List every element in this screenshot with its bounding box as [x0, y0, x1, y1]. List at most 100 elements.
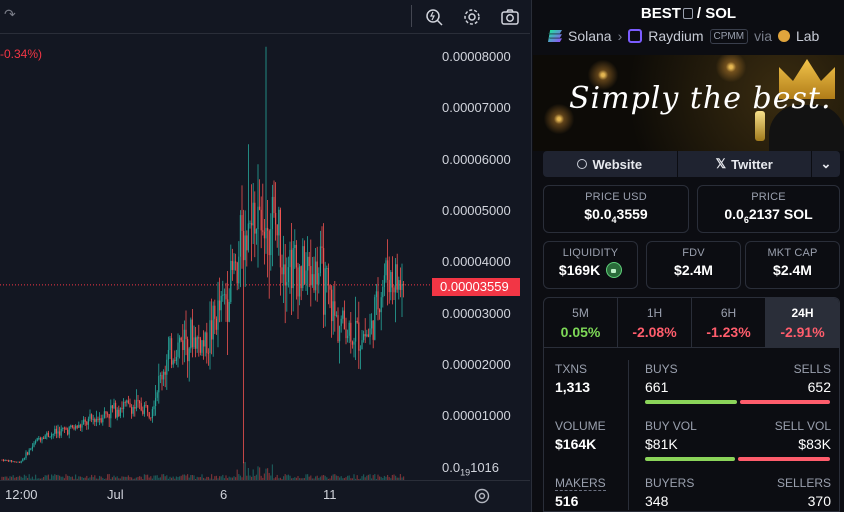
- candle-body: [379, 309, 381, 313]
- volume-bar: [401, 477, 403, 480]
- website-button[interactable]: Website: [543, 151, 678, 177]
- quote-token-symbol: SOL: [705, 5, 737, 22]
- volume-bar: [380, 476, 382, 480]
- candle-body: [199, 338, 201, 353]
- candle-body: [185, 329, 187, 340]
- price-axis-label: 0.00006000: [442, 151, 511, 167]
- candle-body: [377, 291, 379, 310]
- candle-body: [44, 435, 46, 439]
- candle-body: [387, 260, 389, 280]
- candle-body: [22, 458, 24, 462]
- chart-settings-icon[interactable]: [473, 487, 491, 505]
- candle-body: [78, 424, 80, 428]
- volume-bar: [183, 474, 185, 480]
- volume-bar: [135, 477, 137, 480]
- quick-search-icon[interactable]: [421, 4, 447, 30]
- liquidity-value: $169K: [544, 262, 637, 278]
- tab-5m[interactable]: 5M 0.05%: [544, 298, 618, 347]
- candle-body: [174, 360, 176, 362]
- volume-bar: [214, 476, 216, 480]
- volume-bar: [195, 478, 197, 480]
- candle-body: [316, 261, 318, 285]
- volume-bar: [199, 477, 201, 480]
- candle-body: [132, 406, 134, 414]
- fdv-card: FDV $2.4M: [646, 241, 741, 289]
- volume-bar: [59, 475, 61, 480]
- candle-body: [139, 401, 141, 404]
- chain-name[interactable]: Solana: [568, 28, 612, 44]
- volume-bar: [150, 476, 152, 480]
- candle-body: [355, 320, 357, 342]
- volume-bar: [295, 477, 297, 480]
- volume-bar: [191, 474, 193, 480]
- tab-1h[interactable]: 1H -2.08%: [618, 298, 692, 347]
- fdv-label: FDV: [682, 247, 705, 259]
- fdv-value: $2.4M: [674, 262, 713, 278]
- volume-bar: [107, 474, 109, 480]
- candle-body: [385, 260, 387, 276]
- candle-body: [115, 402, 117, 418]
- candle-body: [303, 246, 305, 284]
- candle-body: [335, 315, 337, 316]
- volume-bar: [39, 478, 41, 480]
- gear-icon[interactable]: [459, 4, 485, 30]
- more-links-button[interactable]: ⌄: [812, 151, 840, 177]
- current-price-tag: 0.00003559: [432, 278, 520, 296]
- volume-bar: [68, 476, 70, 480]
- candle-body: [49, 436, 51, 438]
- candle-body: [183, 329, 185, 351]
- twitter-button[interactable]: 𝕏 Twitter: [678, 151, 812, 177]
- volume-bar: [395, 475, 397, 480]
- volume-bar: [353, 474, 355, 480]
- candle-body: [227, 299, 229, 322]
- candle-body: [270, 229, 272, 256]
- volume-bar: [251, 476, 253, 480]
- volume-bar: [11, 476, 13, 480]
- time-label: 11: [323, 487, 337, 502]
- time-label: Jul: [107, 487, 124, 502]
- candle-body: [369, 328, 371, 337]
- candle-body: [190, 319, 192, 349]
- launchpad-name[interactable]: Lab: [795, 28, 820, 44]
- buyers-sellers-stat: BUYERS SELLERS 348 370: [645, 476, 831, 509]
- candle-body: [211, 320, 213, 340]
- candle-body: [14, 461, 16, 463]
- lock-icon[interactable]: [606, 262, 623, 278]
- volume-bar: [273, 478, 275, 480]
- volume-bar: [121, 476, 123, 480]
- volume-bar: [355, 478, 357, 480]
- volume-bar: [97, 478, 99, 480]
- txns-stat: TXNS 1,313: [555, 362, 591, 395]
- redo-icon[interactable]: ↷: [4, 6, 16, 22]
- candle-body: [25, 452, 27, 458]
- candle-body: [31, 446, 33, 449]
- volume-bar: [204, 478, 206, 480]
- volume-bar: [367, 474, 369, 480]
- candle-body: [75, 425, 77, 429]
- volume-bar: [126, 476, 128, 480]
- volume-bar: [399, 474, 401, 480]
- camera-icon[interactable]: [497, 4, 523, 30]
- price-axis-label: 0.00007000: [442, 100, 511, 116]
- candle-body: [201, 340, 203, 353]
- volume-bar: [7, 478, 9, 480]
- tab-24h[interactable]: 24H -2.91%: [766, 298, 839, 347]
- price-chart-pane[interactable]: ↷ -0.34%) 0.00008000 0.00007000 0.00006000…: [0, 0, 530, 512]
- volume-bar: [171, 477, 173, 480]
- volume-bar: [70, 476, 72, 480]
- candle-body: [97, 418, 99, 421]
- copy-icon[interactable]: [682, 8, 693, 19]
- tab-6h[interactable]: 6H -1.23%: [692, 298, 766, 347]
- candlestick-chart[interactable]: [0, 35, 432, 480]
- candle-body: [364, 334, 366, 337]
- volume-bar: [372, 475, 374, 480]
- dex-name[interactable]: Raydium: [648, 28, 704, 44]
- volume-bar: [28, 474, 30, 480]
- raydium-icon: [628, 29, 643, 43]
- volume-bar: [132, 478, 134, 480]
- volume-bar: [78, 476, 80, 480]
- candle-body: [371, 320, 373, 329]
- liquidity-card: LIQUIDITY $169K: [543, 241, 638, 289]
- chart-toolbar: ↷: [0, 0, 530, 34]
- candle-body: [390, 272, 392, 293]
